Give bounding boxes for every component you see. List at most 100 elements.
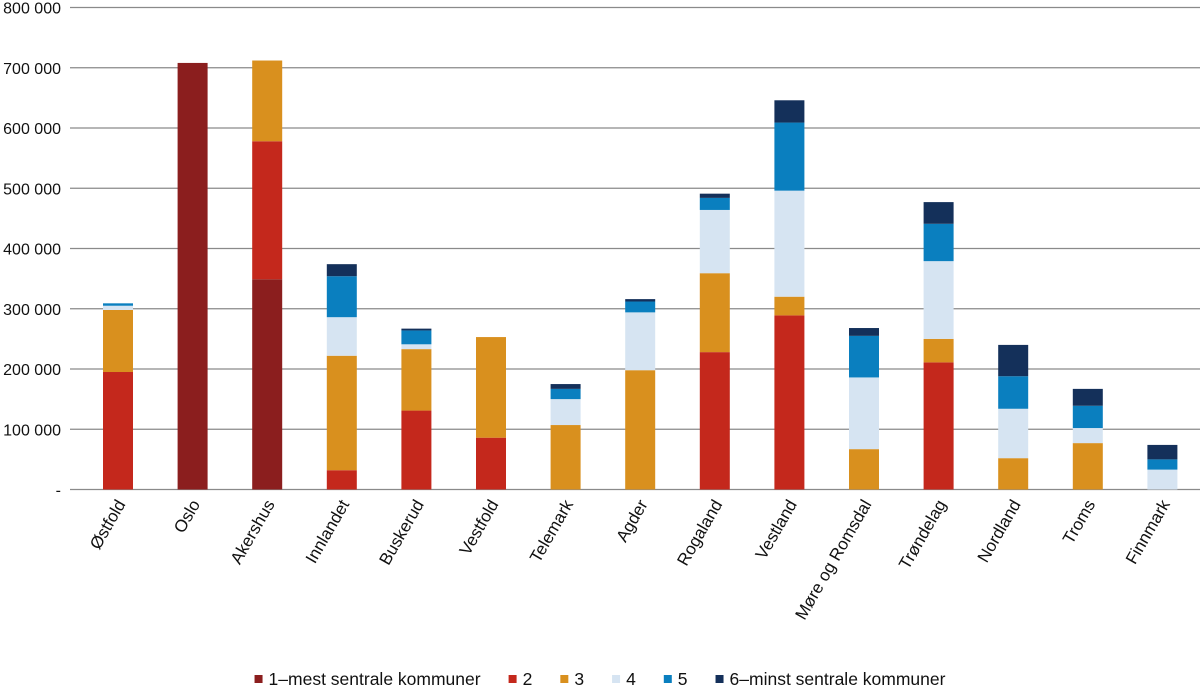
x-tick-label: Innlandet (302, 496, 354, 566)
x-tick-label: Nordland (974, 497, 1025, 566)
bar-segment (326, 264, 357, 277)
legend-swatch (663, 675, 672, 683)
x-tick-label: Troms (1059, 497, 1099, 548)
bar-segment (1072, 405, 1103, 429)
bar-segment (476, 337, 506, 438)
bar-segment (103, 372, 133, 490)
legend-item: 3 (560, 669, 584, 689)
bar-segment (550, 388, 581, 400)
bar-segment (401, 344, 432, 350)
bar-segment (326, 470, 357, 490)
bar-segment (401, 328, 432, 331)
bar-segment (998, 458, 1029, 490)
legend-label: 5 (678, 669, 688, 689)
bar-segment (849, 377, 879, 450)
bar-segment (998, 376, 1029, 409)
bars (103, 60, 1178, 490)
bar-segment (998, 344, 1029, 377)
x-tick-label: Vestfold (456, 497, 503, 559)
bar-segment (923, 223, 954, 262)
legend-swatch (612, 675, 621, 683)
bar-segment (401, 410, 432, 490)
bar-segment (699, 352, 730, 490)
bar-segment (1072, 388, 1103, 406)
bar-segment (326, 317, 357, 356)
legend-swatch (508, 675, 517, 683)
bar-segment (103, 309, 133, 373)
x-tick-label: Møre og Romsdal (791, 497, 875, 624)
bar-segment (849, 449, 879, 490)
bar-segment (923, 261, 954, 339)
legend: 1–mest sentrale kommuner 2 3 4 5 6–minst sent… (254, 669, 946, 689)
bar-segment (625, 299, 656, 302)
bar-segment (550, 399, 581, 426)
y-tick-label: 100 000 (3, 422, 61, 439)
bar-segment (550, 384, 581, 389)
bar-segment (699, 197, 730, 210)
bar-segment (923, 338, 954, 363)
bar-segment (401, 349, 432, 411)
legend-label: 3 (574, 669, 584, 689)
legend-swatch (254, 675, 263, 683)
bar-segment (774, 296, 805, 316)
legend-item: 4 (612, 669, 636, 689)
bar-segment (699, 193, 730, 198)
bar-segment (849, 335, 879, 378)
bar-segment (550, 425, 581, 490)
x-tick-label: Telemark (526, 496, 577, 566)
bar-segment (923, 362, 954, 490)
bar-segment (326, 276, 357, 318)
y-tick-label: 600 000 (3, 121, 61, 138)
bar-segment (625, 370, 656, 490)
bar-segment (252, 141, 283, 280)
legend-item: 2 (508, 669, 533, 689)
bar-segment (923, 202, 954, 224)
x-tick-label: Rogaland (673, 497, 726, 570)
y-tick-label: - (56, 483, 61, 500)
bar-segment (699, 273, 730, 353)
bar-segment (998, 408, 1029, 459)
bar-segment (252, 279, 283, 490)
bar-segment (1147, 444, 1178, 460)
legend-label: 2 (523, 669, 533, 689)
bar-segment (849, 328, 879, 336)
legend-label: 6–minst sentrale kommuner (730, 669, 946, 689)
x-tick-label: Oslo (170, 497, 204, 537)
bar-segment (401, 330, 432, 345)
bar-segment (326, 355, 357, 471)
legend-label: 1–mest sentrale kommuner (269, 669, 481, 689)
bar-segment (774, 190, 805, 297)
bar-segment (1072, 428, 1103, 444)
legend-swatch (715, 675, 724, 683)
y-tick-label: 200 000 (3, 362, 61, 379)
x-tick-label: Buskerud (375, 497, 427, 569)
x-tick-label: Agder (613, 496, 652, 545)
x-tick-label: Akershus (227, 497, 279, 568)
legend-item: 5 (663, 669, 688, 689)
y-tick-label: 400 000 (3, 242, 61, 259)
bar-segment (1072, 443, 1103, 490)
x-tick-label: Østfold (86, 497, 129, 553)
bar-segment (699, 209, 730, 274)
bar-segment (774, 315, 805, 490)
bar-segment (177, 62, 208, 490)
bar-segment (774, 100, 805, 123)
bar-segment (476, 437, 506, 490)
legend-swatch (560, 675, 569, 683)
y-tick-label: 800 000 (3, 1, 61, 18)
x-tick-label: Vestland (752, 497, 801, 563)
bar-segment (103, 305, 133, 310)
bar-segment (774, 122, 805, 191)
legend-item: 1–mest sentrale kommuner (254, 669, 481, 689)
x-axis-labels: Østfold Oslo Akershus Innlandet Buskerud Vest… (86, 496, 1174, 623)
legend-label: 4 (626, 669, 636, 689)
bar-segment (625, 312, 656, 371)
legend-item: 6–minst sentrale kommuner (715, 669, 946, 689)
x-tick-label: Trøndelag (895, 497, 950, 573)
y-tick-label: 300 000 (3, 302, 61, 319)
y-tick-label: 500 000 (3, 181, 61, 198)
bar-segment (252, 60, 283, 142)
bar-segment (1147, 459, 1178, 470)
bar-segment (625, 301, 656, 313)
